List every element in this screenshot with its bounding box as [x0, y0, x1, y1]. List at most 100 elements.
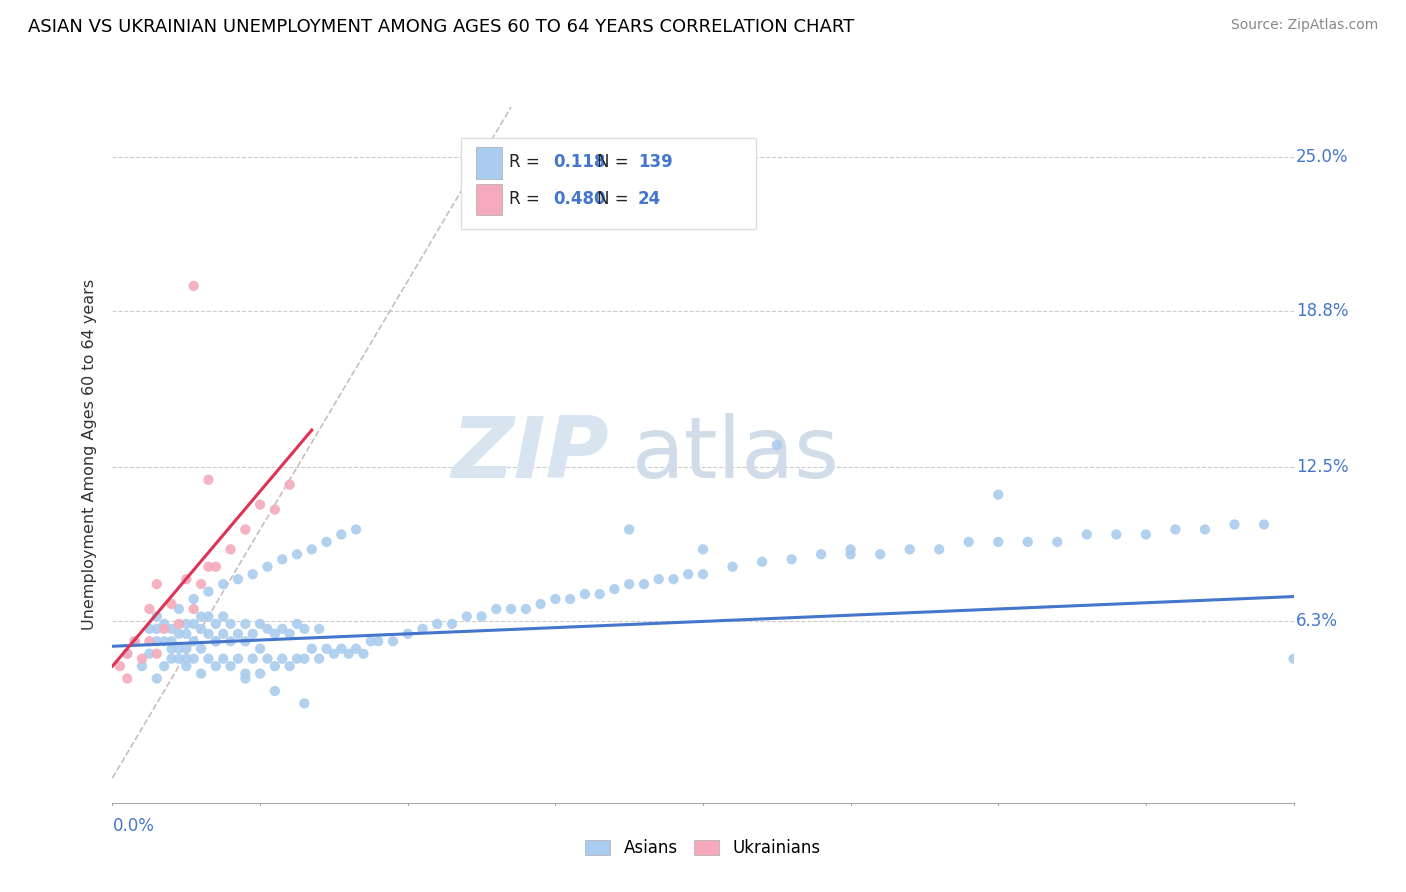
Text: N =: N =	[596, 153, 634, 171]
Point	[323, 647, 346, 661]
Point	[167, 616, 190, 631]
Point	[271, 622, 294, 636]
Point	[1194, 523, 1216, 537]
Point	[205, 616, 228, 631]
Point	[344, 641, 367, 656]
Point	[183, 279, 205, 293]
Text: 24: 24	[638, 190, 661, 208]
Point	[226, 627, 249, 641]
Point	[344, 523, 367, 537]
Point	[278, 627, 301, 641]
Point	[124, 634, 146, 648]
FancyBboxPatch shape	[461, 138, 756, 229]
Point	[138, 602, 160, 616]
Text: R =: R =	[509, 190, 546, 208]
Point	[1282, 651, 1305, 665]
Point	[174, 651, 197, 665]
Point	[278, 659, 301, 673]
Point	[264, 684, 287, 698]
Point	[212, 577, 235, 591]
Text: R =: R =	[509, 153, 546, 171]
Point	[869, 547, 891, 561]
Point	[751, 555, 773, 569]
Point	[138, 634, 160, 648]
Point	[360, 634, 382, 648]
Text: 0.0%: 0.0%	[112, 817, 155, 835]
Text: 25.0%: 25.0%	[1296, 148, 1348, 166]
Point	[285, 547, 308, 561]
Point	[292, 622, 315, 636]
Point	[271, 552, 294, 566]
Point	[515, 602, 537, 616]
Point	[183, 602, 205, 616]
Point	[233, 616, 256, 631]
Point	[1017, 534, 1039, 549]
Point	[190, 577, 212, 591]
Point	[411, 622, 433, 636]
Text: 18.8%: 18.8%	[1296, 301, 1348, 320]
Point	[212, 651, 235, 665]
Point	[315, 534, 337, 549]
Point	[212, 627, 235, 641]
Point	[330, 641, 353, 656]
Point	[190, 609, 212, 624]
Point	[396, 627, 419, 641]
Text: 139: 139	[638, 153, 673, 171]
Point	[138, 622, 160, 636]
Point	[205, 559, 228, 574]
Point	[174, 641, 197, 656]
Point	[117, 672, 138, 686]
Point	[647, 572, 671, 586]
Text: atlas: atlas	[633, 413, 841, 497]
Point	[190, 622, 212, 636]
Point	[839, 547, 862, 561]
Point	[264, 659, 287, 673]
Point	[146, 672, 169, 686]
Point	[242, 627, 264, 641]
Point	[183, 634, 205, 648]
Point	[117, 647, 138, 661]
Point	[285, 616, 308, 631]
Point	[174, 616, 197, 631]
Point	[197, 609, 219, 624]
FancyBboxPatch shape	[477, 184, 502, 215]
Point	[249, 666, 271, 681]
Point	[278, 477, 301, 491]
Point	[226, 651, 249, 665]
Point	[928, 542, 950, 557]
Point	[153, 616, 176, 631]
Point	[330, 527, 353, 541]
Point	[167, 627, 190, 641]
Point	[987, 534, 1010, 549]
Point	[249, 616, 271, 631]
Point	[153, 622, 176, 636]
Point	[678, 567, 700, 582]
Point	[197, 627, 219, 641]
Point	[256, 651, 278, 665]
Point	[242, 651, 264, 665]
Point	[337, 647, 360, 661]
Point	[529, 597, 551, 611]
Point	[197, 559, 219, 574]
Point	[619, 523, 641, 537]
Text: 0.480: 0.480	[553, 190, 606, 208]
Point	[242, 567, 264, 582]
Point	[131, 651, 153, 665]
Point	[190, 641, 212, 656]
Point	[588, 587, 610, 601]
Point	[233, 672, 256, 686]
Y-axis label: Unemployment Among Ages 60 to 64 years: Unemployment Among Ages 60 to 64 years	[82, 279, 97, 631]
Point	[160, 634, 183, 648]
Point	[1164, 523, 1187, 537]
Point	[205, 634, 228, 648]
Point	[174, 572, 197, 586]
Point	[131, 659, 153, 673]
Point	[174, 659, 197, 673]
Text: 12.5%: 12.5%	[1296, 458, 1348, 476]
Point	[558, 592, 582, 607]
Point	[441, 616, 464, 631]
Point	[167, 641, 190, 656]
Point	[271, 651, 294, 665]
Point	[1105, 527, 1128, 541]
Point	[197, 584, 219, 599]
